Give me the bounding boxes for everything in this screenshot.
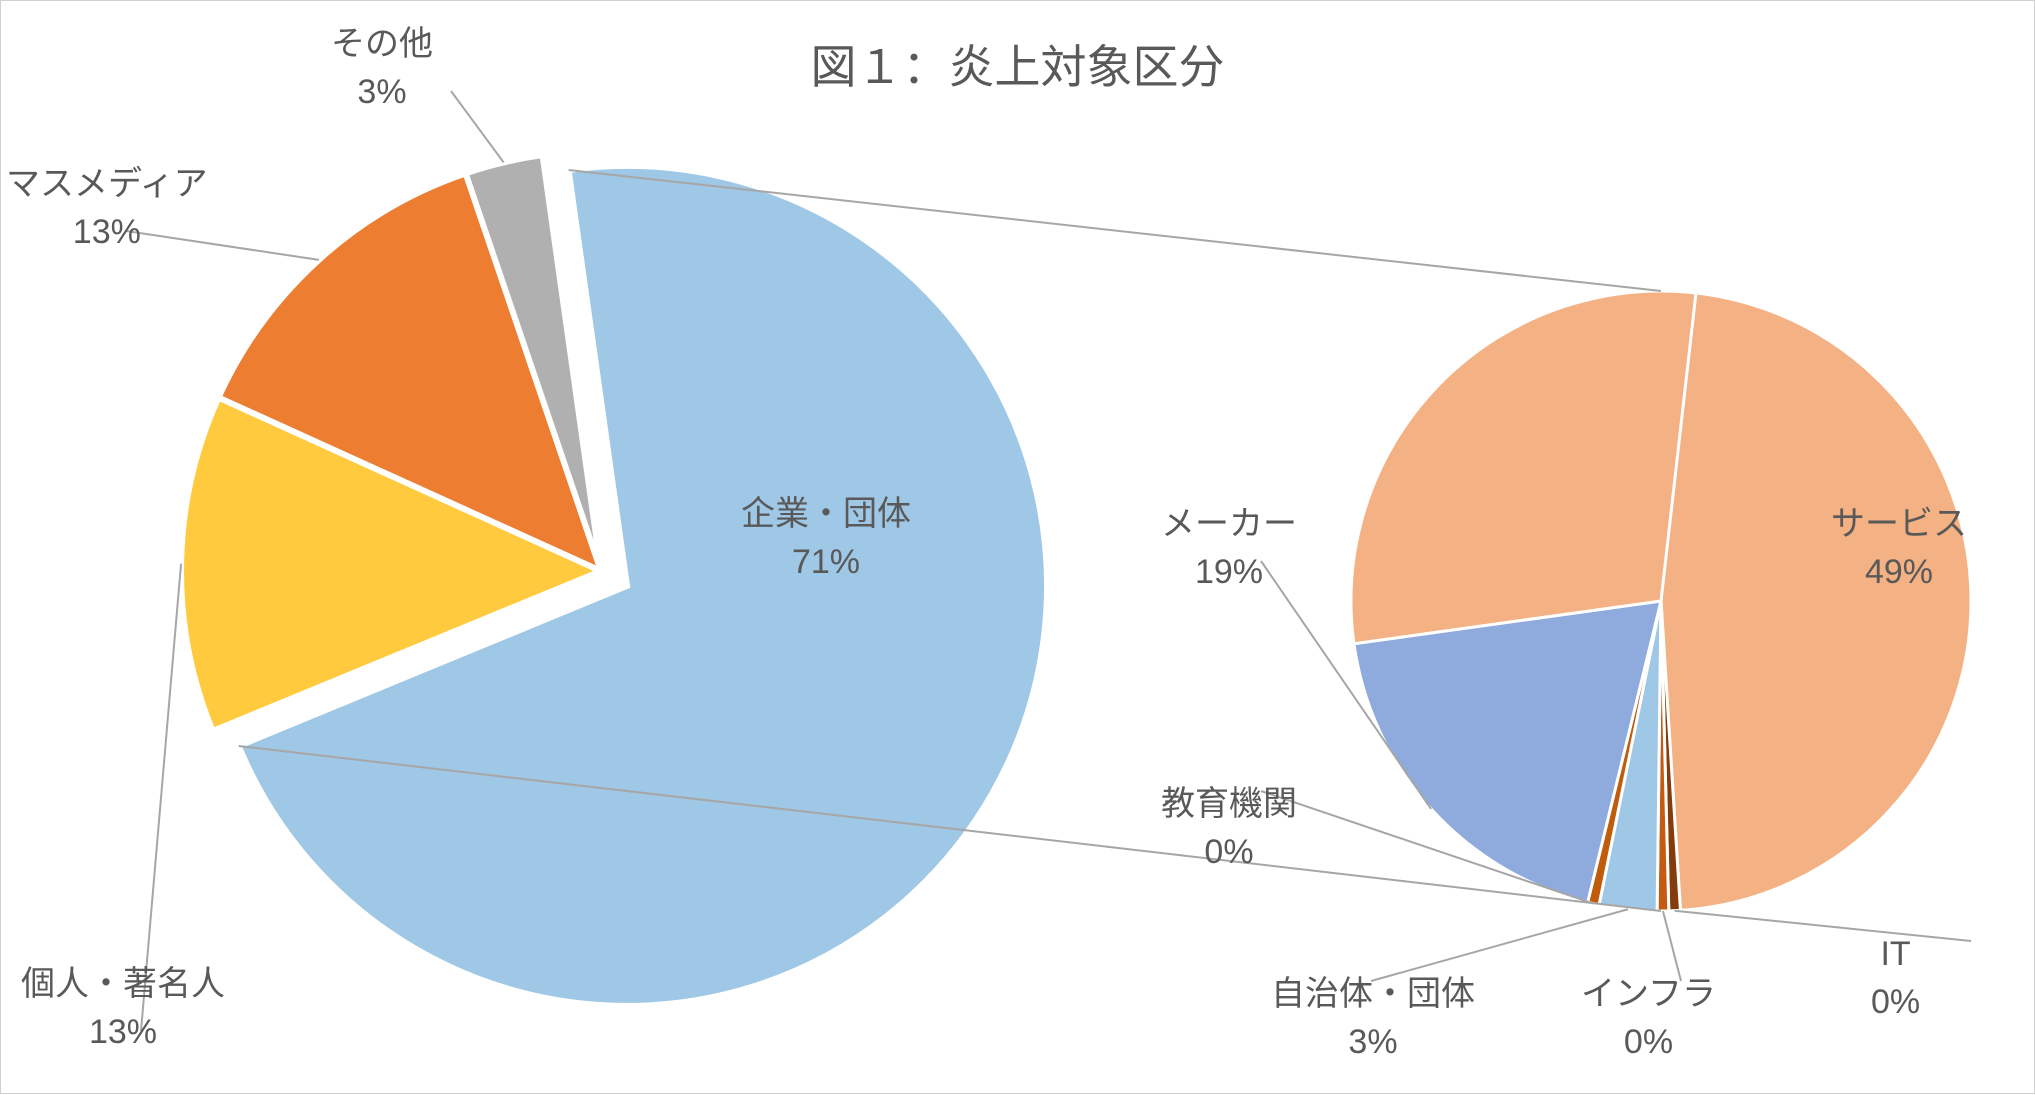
pie-of-pie-svg: [1, 1, 2035, 1095]
sub-label-4: 教育機関0%: [1161, 781, 1297, 876]
sub-label-3: 自治体・団体3%: [1271, 971, 1475, 1066]
sub-slice-0: [1661, 291, 1971, 910]
sub-label-1: IT0%: [1871, 931, 1920, 1026]
main-label-0: 企業・団体71%: [741, 491, 911, 586]
main-label-2: マスメディア13%: [6, 161, 208, 256]
sub-slice-6: [1351, 291, 1696, 644]
sub-label-2: インフラ0%: [1581, 971, 1716, 1066]
sub-label-5: メーカー19%: [1161, 501, 1297, 596]
main-label-1: 個人・著名人13%: [21, 961, 225, 1056]
main-label-3: その他3%: [331, 21, 433, 116]
sub-leader-1: [1675, 911, 1971, 941]
main-leader-3: [451, 91, 504, 162]
chart-frame: 図１：炎上対象区分 企業・団体71%個人・著名人13%マスメディア13%その他3…: [0, 0, 2035, 1094]
sub-label-0: サービス49%: [1831, 501, 1967, 596]
